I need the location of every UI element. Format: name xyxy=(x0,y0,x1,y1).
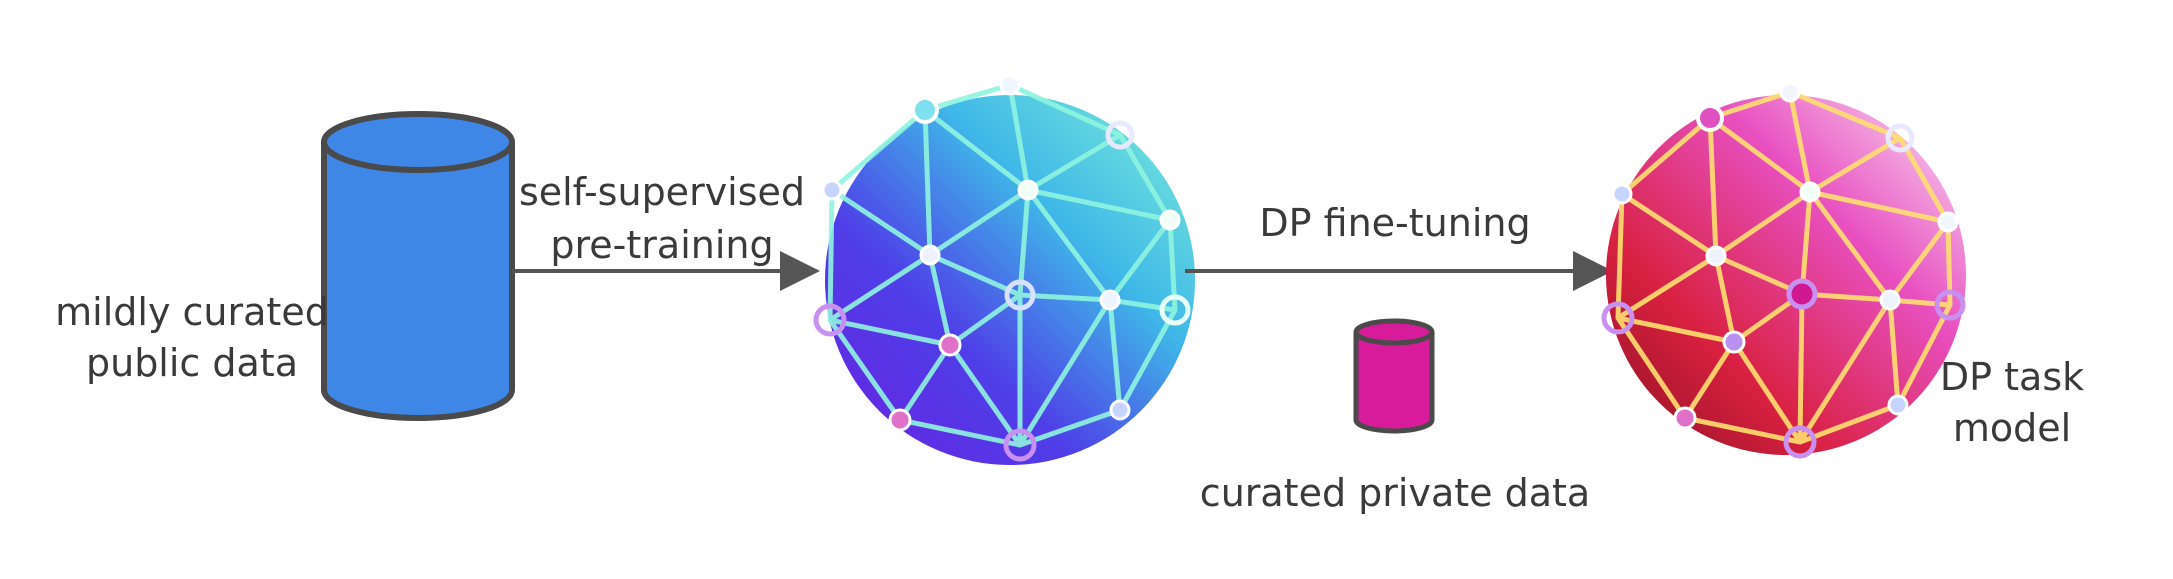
public-data-label-line2: public data xyxy=(86,341,298,385)
network-nodes-task xyxy=(1601,81,1966,459)
pretrained-model-sphere xyxy=(813,74,1195,465)
finetuning-label: DP fine-tuning xyxy=(1259,201,1530,245)
task-model-label-line2: model xyxy=(1953,406,2071,450)
public-data-label-line1: mildly curated xyxy=(55,290,329,334)
task-model-label-line1: DP task xyxy=(1940,355,2084,399)
pretraining-label-line2: pre-training xyxy=(550,223,773,267)
network-edges xyxy=(827,82,1178,448)
pretraining-label-line1: self-supervised xyxy=(519,170,805,214)
private-data-cylinder xyxy=(1353,318,1435,434)
network-nodes xyxy=(813,74,1191,462)
private-data-label: curated private data xyxy=(1200,471,1590,515)
task-model-sphere xyxy=(1601,81,1966,459)
public-data-cylinder xyxy=(321,111,515,421)
